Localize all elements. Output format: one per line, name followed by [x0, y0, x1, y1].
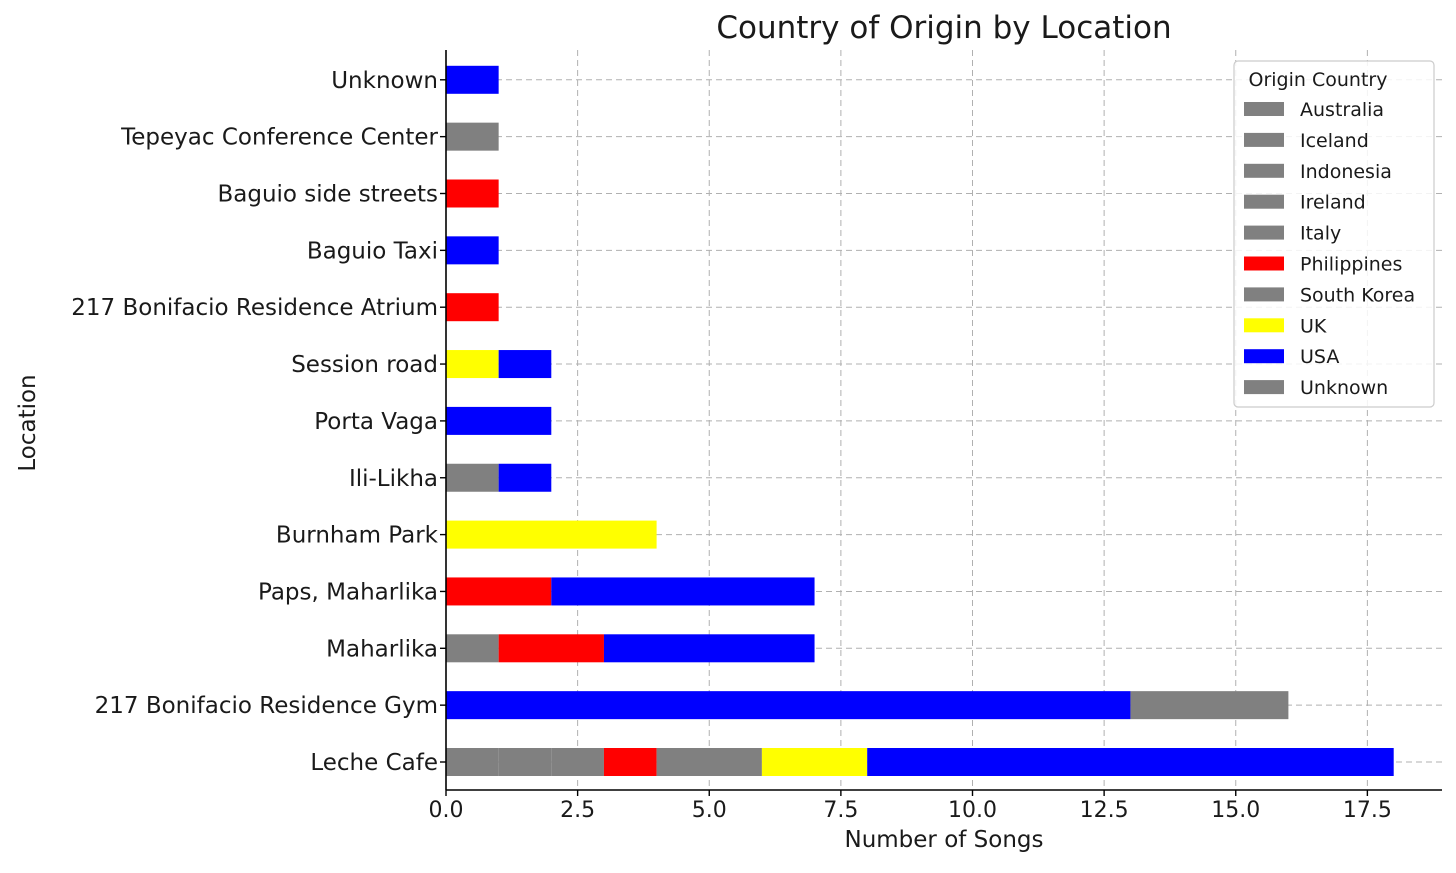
y-axis-label: Location [15, 374, 41, 471]
legend-label: Philippines [1300, 254, 1402, 276]
legend-label: Italy [1300, 223, 1341, 245]
bar-segment [498, 748, 552, 776]
x-tick-label: 5.0 [692, 798, 727, 823]
chart-title: Country of Origin by Location [716, 10, 1171, 46]
legend-label: UK [1300, 315, 1327, 337]
bar-segment [446, 122, 499, 151]
legend-swatch [1244, 132, 1284, 147]
bar-segment [656, 748, 762, 776]
bar-segment [761, 748, 868, 776]
bar-segment [446, 748, 499, 776]
y-tick-label: Unknown [331, 68, 438, 94]
bar-segment [446, 179, 499, 208]
bar-segment [498, 463, 552, 492]
legend-label: Unknown [1300, 377, 1388, 399]
y-ticks: Leche Cafe 217 Bonifacio Residence Gym Mah… [71, 68, 446, 776]
bar-segment [1130, 691, 1289, 720]
legend-swatch [1244, 194, 1284, 209]
bar-segment [603, 748, 657, 776]
legend-swatch [1244, 287, 1284, 302]
bar-segment [498, 350, 552, 379]
legend-label: Ireland [1300, 192, 1366, 214]
legend: Origin Country Australia Iceland Indonesia… [1233, 60, 1435, 408]
x-tick-label: 10.0 [948, 798, 997, 823]
legend-swatch [1244, 256, 1284, 271]
bar-segment [446, 634, 499, 663]
x-tick-label: 7.5 [823, 798, 858, 823]
x-tick-label: 2.5 [560, 798, 595, 823]
legend-swatch [1244, 349, 1284, 364]
axes-layer [445, 50, 1442, 791]
legend-swatch [1244, 380, 1284, 395]
y-tick-label: 217 Bonifacio Residence Gym [95, 693, 438, 719]
legend-swatch [1244, 163, 1284, 178]
y-tick-label: Baguio side streets [217, 182, 438, 208]
y-tick-label: Ili-Likha [349, 466, 438, 492]
y-tick-label: 217 Bonifacio Residence Atrium [71, 295, 438, 321]
legend-label: Australia [1300, 99, 1384, 121]
bar-segment [446, 577, 552, 606]
bar-segment [446, 520, 657, 549]
bar-segment [446, 463, 499, 492]
y-tick-label: Paps, Maharlika [258, 579, 438, 605]
y-tick-label: Tepeyac Conference Center [120, 125, 438, 151]
legend-label: Iceland [1300, 130, 1369, 152]
bar-segment [446, 293, 499, 322]
bar-segment [446, 350, 499, 379]
y-tick-label: Session road [291, 352, 438, 378]
bar-segment [446, 236, 499, 265]
x-ticks: 0.0 2.5 5.0 7.5 10.0 12.5 15.0 17.5 [429, 790, 1392, 823]
y-tick-label: Leche Cafe [310, 750, 438, 776]
bar-segment [498, 634, 604, 663]
y-tick-label: Maharlika [326, 636, 438, 662]
legend-label: Indonesia [1300, 161, 1392, 183]
legend-swatch [1244, 102, 1284, 116]
x-tick-label: 12.5 [1080, 798, 1129, 823]
bar-segment [446, 691, 1131, 720]
x-tick-label: 15.0 [1211, 798, 1260, 823]
bar-segment [551, 748, 604, 776]
bar-segment [867, 748, 1394, 776]
y-tick-label: Porta Vaga [314, 409, 438, 435]
legend-label: South Korea [1300, 284, 1415, 306]
x-axis-label: Number of Songs [844, 827, 1043, 853]
legend-swatch [1244, 225, 1284, 240]
bar-segment [446, 406, 552, 435]
y-tick-label: Baguio Taxi [307, 238, 438, 264]
legend-swatch [1244, 318, 1284, 333]
bar-segment [551, 577, 815, 606]
legend-title: Origin Country [1249, 69, 1388, 91]
bar-segment [446, 65, 499, 94]
x-tick-label: 0.0 [429, 798, 464, 823]
x-tick-label: 17.5 [1343, 798, 1392, 823]
legend-label: USA [1300, 346, 1339, 368]
bar-segment [603, 634, 815, 663]
y-tick-label: Burnham Park [276, 523, 439, 549]
bars-layer [446, 65, 1394, 776]
